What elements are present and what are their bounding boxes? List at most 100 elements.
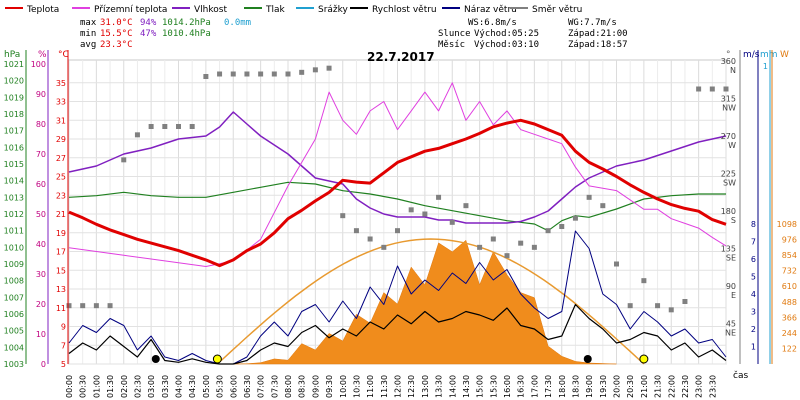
axis-temp-tick: 29 bbox=[56, 135, 66, 144]
wind-direction-point bbox=[312, 67, 318, 73]
wind-direction-point bbox=[627, 303, 633, 309]
axis-hpa-tick: 1021 bbox=[4, 60, 24, 69]
wind-direction-point bbox=[148, 124, 154, 129]
axis-wind-tick: 2 bbox=[751, 325, 756, 334]
axis-hpa-tick: 1010 bbox=[4, 243, 24, 252]
wind-direction-point bbox=[271, 71, 277, 77]
legend-entry: Rychlost větru bbox=[372, 5, 437, 15]
data-series bbox=[66, 65, 729, 365]
axis-hpa-tick: 1004 bbox=[4, 343, 24, 352]
axis-temp-tick: 21 bbox=[56, 210, 66, 219]
axis-dir-tick: 315 bbox=[721, 95, 736, 104]
x-tick-label: 19:30 bbox=[599, 375, 608, 398]
stat-max-temp: 31.0°C bbox=[100, 18, 133, 28]
axis-dir-compass: SE bbox=[726, 254, 736, 263]
axis-temp-tick: 7 bbox=[61, 341, 66, 350]
x-axis-label: čas bbox=[733, 370, 748, 381]
axis-hpa-tick: 1006 bbox=[4, 310, 24, 319]
moon-label: Měsíc bbox=[438, 40, 465, 50]
axis-temp-tick: 33 bbox=[56, 98, 66, 107]
axis-temp-tick: 9 bbox=[61, 323, 66, 332]
grid bbox=[68, 59, 727, 365]
axis-dir-compass: E bbox=[731, 291, 736, 300]
axis-dir-compass: NW bbox=[722, 104, 736, 113]
axis-solar-tick: 854 bbox=[782, 251, 797, 260]
axis-solar-tick: 732 bbox=[782, 267, 797, 276]
axis-pct-tick: 10 bbox=[36, 330, 46, 339]
axis-dir-tick: 360 bbox=[721, 57, 736, 66]
wind-direction-point bbox=[531, 244, 537, 250]
axis-solar-tick: 244 bbox=[782, 329, 797, 338]
axis-pct-tick: 20 bbox=[36, 300, 46, 309]
wind-direction-point bbox=[449, 219, 455, 225]
x-tick-label: 01:30 bbox=[106, 375, 115, 398]
wind-direction-point bbox=[600, 203, 606, 209]
wind-direction-point bbox=[299, 69, 305, 75]
stat-avg-temp: 23.3°C bbox=[100, 40, 133, 50]
wind-direction-point bbox=[586, 194, 592, 200]
wind-direction-point bbox=[121, 157, 127, 163]
x-tick-label: 23:30 bbox=[708, 375, 717, 398]
wind-direction-point bbox=[723, 86, 729, 92]
wind-direction-point bbox=[655, 303, 661, 309]
axis-solar-tick: 976 bbox=[782, 236, 797, 245]
axis-hpa-tick: 1017 bbox=[4, 127, 24, 136]
x-tick-label: 08:00 bbox=[284, 375, 293, 398]
axis-temp-tick: 17 bbox=[56, 248, 66, 257]
solar-series bbox=[216, 238, 645, 365]
axis-pct-tick: 70 bbox=[36, 150, 46, 159]
stat-min-hum: 47% bbox=[140, 29, 157, 39]
wind-ws: WS:6.8m/s bbox=[468, 18, 517, 28]
wind-direction-point bbox=[395, 228, 400, 234]
moon-event-marker bbox=[151, 355, 160, 363]
moon-rise: Východ:03:10 bbox=[474, 40, 539, 50]
x-tick-label: 22:00 bbox=[667, 375, 676, 398]
sun-label: Slunce bbox=[438, 29, 471, 39]
x-tick-label: 01:00 bbox=[92, 375, 101, 398]
axis-dir-tick: 45 bbox=[726, 320, 736, 329]
wind-direction-point bbox=[353, 228, 359, 234]
x-tick-label: 13:30 bbox=[435, 375, 444, 398]
wind-direction-point bbox=[134, 132, 140, 138]
x-tick-label: 20:30 bbox=[626, 375, 635, 398]
x-tick-label: 15:30 bbox=[489, 375, 498, 398]
x-tick-label: 21:00 bbox=[640, 375, 649, 398]
x-tick-label: 17:00 bbox=[530, 375, 539, 398]
wind-direction-point bbox=[518, 240, 524, 246]
wind-direction-point bbox=[381, 244, 387, 250]
stat-min-label: min bbox=[80, 29, 96, 39]
axis-hpa-tick: 1018 bbox=[4, 110, 24, 119]
wind-direction-point bbox=[162, 124, 168, 129]
axis-hpa-tick: 1008 bbox=[4, 277, 24, 286]
axis-pct-unit: % bbox=[38, 50, 47, 60]
x-tick-label: 02:00 bbox=[120, 375, 129, 398]
wind-direction-point bbox=[340, 213, 346, 219]
x-tick-label: 11:00 bbox=[366, 375, 375, 398]
wind-direction-point bbox=[668, 307, 674, 313]
axis-pct-tick: 90 bbox=[36, 90, 46, 99]
x-tick-label: 18:30 bbox=[571, 375, 580, 398]
legend-entry: Směr větru bbox=[532, 5, 582, 15]
x-tick-label: 21:30 bbox=[654, 375, 663, 398]
wind-direction-point bbox=[709, 86, 715, 92]
axis-temp-tick: 11 bbox=[56, 304, 66, 313]
axis-dir-compass: NE bbox=[725, 329, 736, 338]
x-tick-label: 15:00 bbox=[476, 375, 485, 398]
wind-direction-point bbox=[107, 303, 113, 309]
x-tick-label: 23:00 bbox=[695, 375, 704, 398]
x-tick-label: 07:30 bbox=[270, 375, 279, 398]
x-tick-label: 16:00 bbox=[503, 375, 512, 398]
axis-wind-tick: 1 bbox=[751, 343, 756, 352]
moon-event-marker bbox=[583, 355, 592, 363]
header: 22.7.2017 max 31.0°C 94% 1014.2hPa 0.0mm… bbox=[80, 18, 628, 64]
wind-direction-point bbox=[408, 207, 414, 213]
wind-direction-point bbox=[682, 299, 688, 304]
wind-direction-point bbox=[614, 261, 619, 267]
axis-dir-tick: 90 bbox=[726, 282, 736, 291]
axis-pct-tick: 50 bbox=[36, 210, 46, 219]
x-tick-label: 04:00 bbox=[175, 375, 184, 398]
wind-direction-point bbox=[66, 303, 72, 309]
x-tick-label: 03:30 bbox=[161, 375, 170, 398]
axis-solar-unit: W bbox=[780, 50, 789, 60]
